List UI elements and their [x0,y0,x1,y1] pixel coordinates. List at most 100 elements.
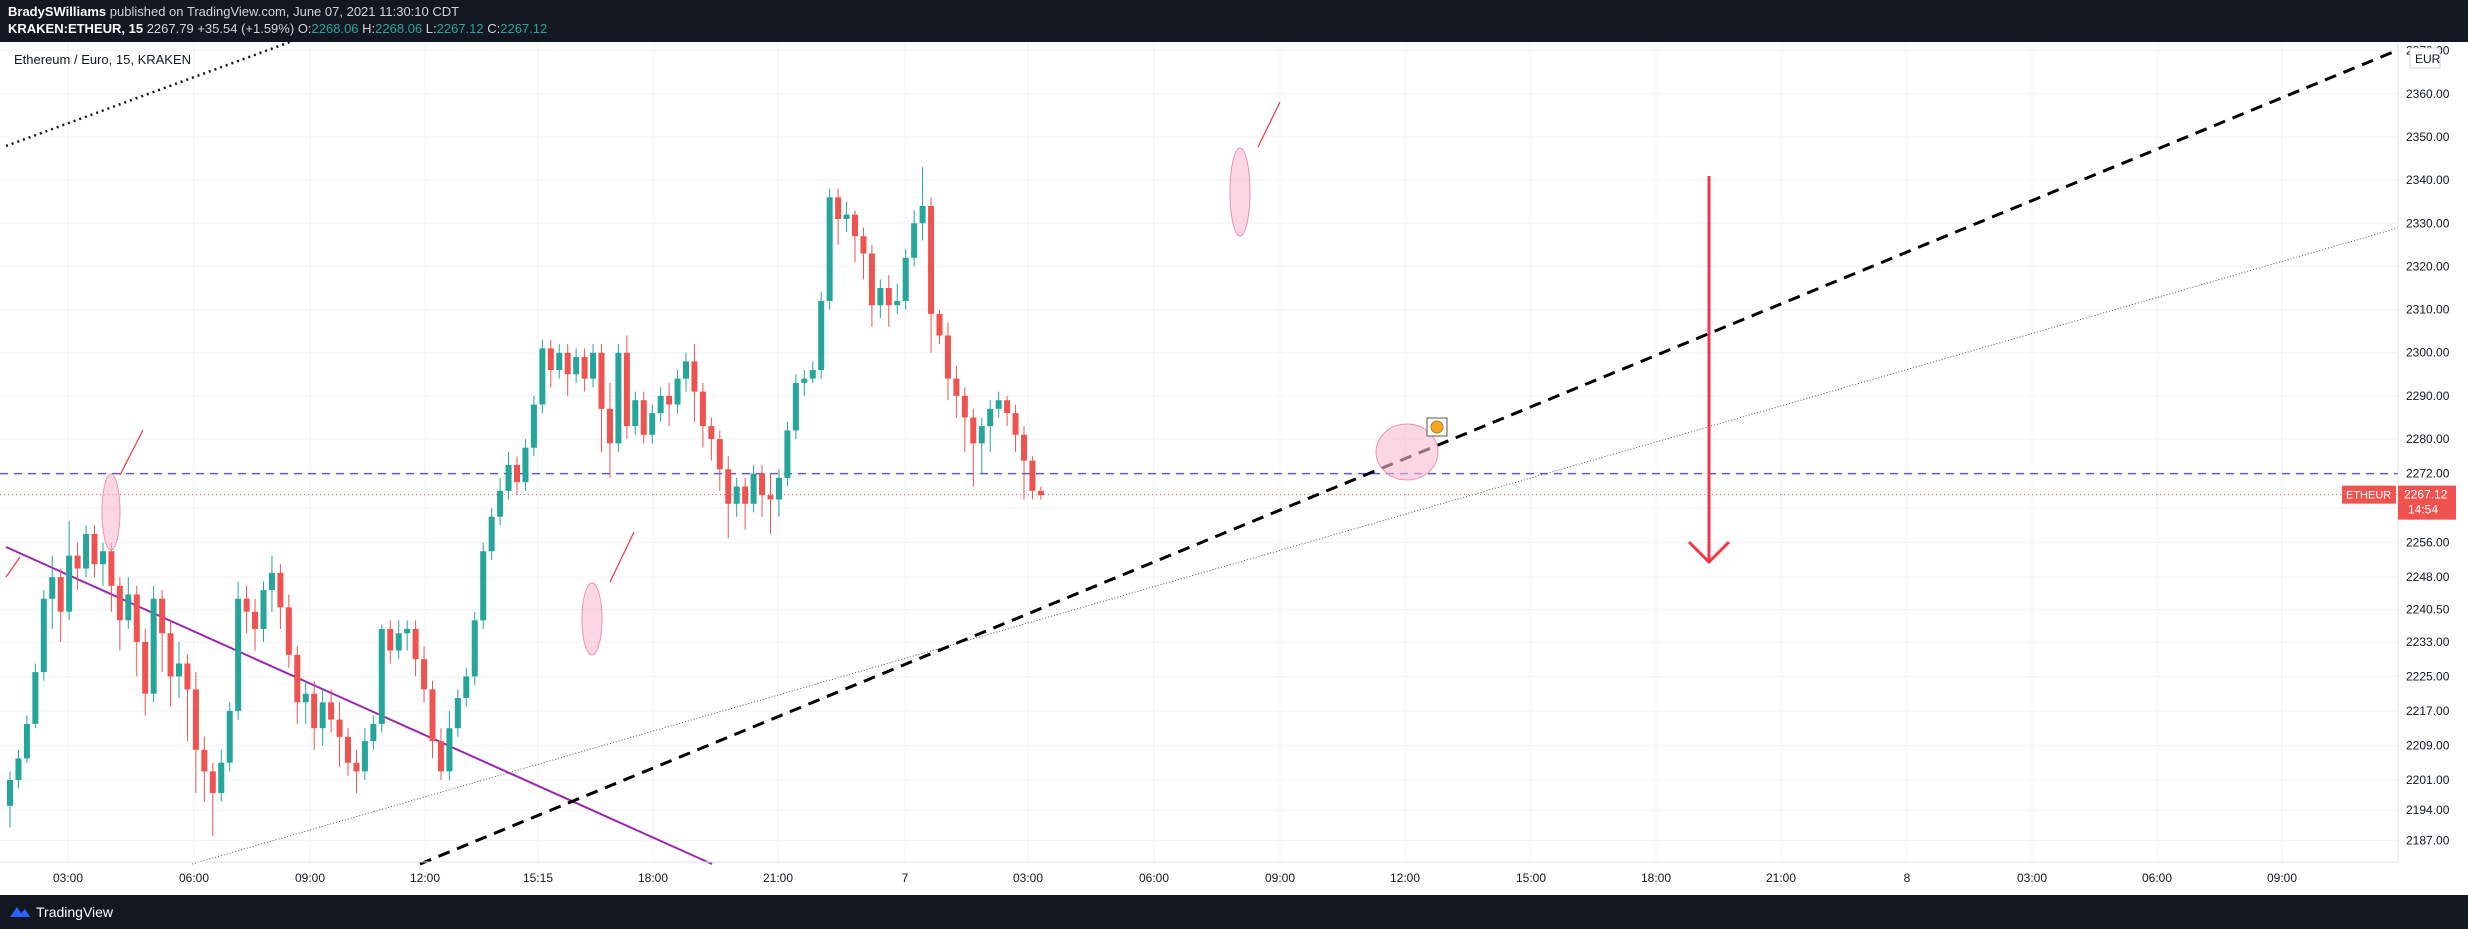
time-tick-label: 06:00 [1139,871,1169,885]
candle-up [784,430,791,478]
time-tick-label: 21:00 [763,871,793,885]
candle-down [953,378,960,396]
price-tick-label: 2233.00 [2406,635,2450,649]
highlight-ellipse [101,473,121,551]
candle-down [961,395,968,418]
price-tick-label: 2225.00 [2406,669,2450,683]
time-tick-label: 09:00 [2267,871,2297,885]
close-label: C: [487,21,501,36]
time-tick-label: 15:00 [1516,871,1546,885]
time-tick-label: 21:00 [1766,871,1796,885]
time-tick-label: 03:00 [53,871,83,885]
candle-down [387,628,394,651]
price-tick-label: 2194.00 [2406,803,2450,817]
candle-down [581,357,588,379]
author-name[interactable]: BradySWilliams [8,4,107,19]
open-value: 2268.06 [311,21,359,36]
candle-up [32,672,39,724]
candle-up [809,370,816,379]
candle-up [995,400,1002,409]
candle-up [463,676,470,698]
candle-up [40,598,47,673]
price-tick-label: 2360.00 [2406,87,2450,101]
candle-down [57,577,64,612]
price-tick-label: 2201.00 [2406,773,2450,787]
price-tick-label: 2290.00 [2406,389,2450,403]
candle-down [564,352,571,375]
candle-up [15,758,22,780]
time-tick-label: 03:00 [2017,871,2047,885]
descending-trendline [5,546,713,865]
price-tick-label: 2310.00 [2406,303,2450,317]
close-value: 2267.12 [500,21,548,36]
candle-down [598,352,605,409]
pointer-arrow [5,556,21,578]
candle-up [83,534,90,569]
price-tick-label: 2187.00 [2406,833,2450,847]
symbol-name: KRAKEN:ETHEUR, 15 [8,21,144,36]
brand-name[interactable]: TradingView [36,904,114,920]
candle-down [192,689,199,750]
candle-up [775,477,782,500]
candle-up [454,698,461,729]
symbol-info: KRAKEN:ETHEUR, 15 2267.79 +35.54 (+1.59%… [8,21,547,36]
candle-down [429,689,436,742]
price-chart[interactable]: 2370.002360.002350.002340.002330.002320.… [0,42,2468,895]
candle-down [944,335,951,379]
time-tick-label: 09:00 [295,871,325,885]
candle-down [74,555,81,569]
candle-down [666,395,673,405]
dotted-trendline-top [5,42,291,148]
candle-down [716,439,723,470]
candle-up [750,473,757,504]
pointer-arrow [1257,101,1281,148]
candle-down [708,426,715,440]
candle-up [649,413,656,435]
candle-down [142,641,149,694]
candle-up [361,741,368,772]
candle-up [226,710,233,763]
candle-up [911,223,918,258]
candle-up [23,723,30,759]
annotations-layer [5,48,2399,866]
tradingview-logo-icon[interactable] [8,903,32,919]
candle-up [404,628,411,634]
candle-up [319,702,326,729]
chart-title: Ethereum / Euro, 15, KRAKEN [14,52,191,67]
candle-up [66,555,73,612]
candle-up [522,447,529,483]
candle-down [606,408,613,444]
price-tick-label: 2280.00 [2406,432,2450,446]
candle-up [497,490,504,517]
time-tick-label: 12:00 [410,871,440,885]
candle-down [759,473,766,496]
candle-up [530,404,537,448]
candle-down [294,654,301,703]
price-tick-label: 2256.00 [2406,536,2450,550]
candle-up [657,395,664,414]
candle-down [91,534,98,565]
candle-up [471,620,478,677]
drawings-layer [0,42,2399,865]
dotted-support-line [191,227,2399,865]
time-tick-label: 8 [1904,871,1911,885]
candle-down [860,236,867,254]
candle-up [801,378,808,383]
time-tick-label: 03:00 [1013,871,1043,885]
candle-up [446,728,453,772]
price-axis: 2370.002360.002350.002340.002330.002320.… [2342,42,2456,862]
price-tick-label: 2350.00 [2406,130,2450,144]
price-tick-label: 2217.00 [2406,704,2450,718]
candle-down [885,288,892,306]
candle-down [970,417,977,444]
chart-area[interactable]: 2370.002360.002350.002340.002330.002320.… [0,42,2468,895]
candle-down [412,628,419,660]
candle-up [260,590,267,629]
candle-up [125,594,132,621]
emoji-icon [1430,420,1444,434]
candle-down [725,469,732,504]
candle-down [691,361,698,392]
candle-down [514,464,520,483]
last-price-value: 2267.12 [2404,488,2448,502]
candle-up [268,572,275,591]
